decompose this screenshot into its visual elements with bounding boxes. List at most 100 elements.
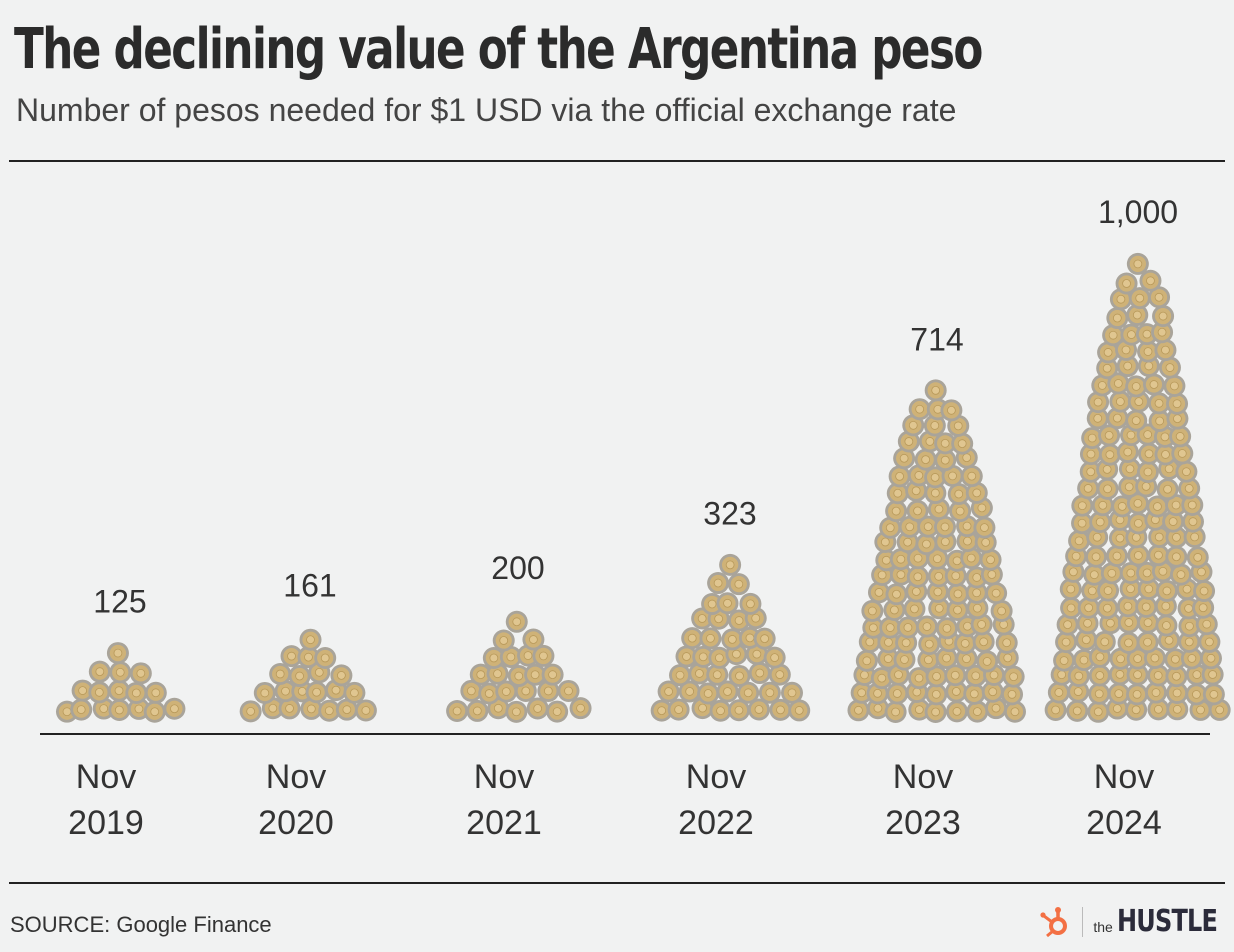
coin (889, 548, 912, 571)
coin (678, 680, 701, 703)
coin (239, 700, 262, 723)
coin (1136, 631, 1159, 654)
coin (1151, 560, 1174, 583)
hubspot-sprocket-icon (1040, 906, 1068, 937)
coin (1126, 252, 1149, 275)
coin (1085, 545, 1108, 568)
coin (305, 681, 328, 704)
coin (727, 699, 750, 722)
coin (129, 662, 152, 685)
coin (990, 599, 1013, 622)
coin (697, 682, 720, 705)
coin (716, 592, 739, 615)
coin (918, 633, 941, 656)
coin (973, 516, 996, 539)
value-label: 323 (703, 495, 756, 531)
coin (522, 628, 545, 651)
coin (976, 650, 999, 673)
coin (879, 616, 902, 639)
category-label-month: Nov (1094, 758, 1154, 796)
coin (1198, 630, 1221, 653)
coin (1109, 390, 1132, 413)
value-label: 161 (283, 567, 336, 603)
coin (546, 700, 569, 723)
category-label-year: 2023 (885, 804, 961, 842)
coin (862, 616, 885, 639)
coin (1098, 424, 1121, 447)
coin (699, 627, 722, 650)
coin (1075, 628, 1098, 651)
coin (495, 680, 518, 703)
coin-pile-3 (446, 610, 592, 723)
coin (728, 609, 751, 632)
coin (944, 664, 967, 687)
coin (1083, 563, 1106, 586)
coin (526, 697, 549, 720)
coin (1127, 544, 1150, 567)
coin (1154, 339, 1177, 362)
coin (934, 449, 957, 472)
coin (1185, 683, 1208, 706)
coin (1086, 407, 1109, 430)
coin (1154, 443, 1177, 466)
coin (1093, 630, 1116, 653)
coin (1193, 580, 1216, 603)
coin (885, 500, 908, 523)
coin (253, 681, 276, 704)
coin (1097, 341, 1120, 364)
coin (995, 631, 1018, 654)
coin (1125, 375, 1148, 398)
coin (1169, 425, 1192, 448)
brand-name: HUSTLE (1116, 904, 1218, 939)
coin (1148, 409, 1171, 432)
coin (985, 697, 1008, 720)
coin (788, 699, 811, 722)
coin (343, 681, 366, 704)
coin (1126, 304, 1149, 327)
category-label-year: 2021 (466, 804, 542, 842)
value-label: 200 (491, 550, 544, 586)
coin (1107, 682, 1130, 705)
coin (1044, 698, 1067, 721)
coin (917, 648, 940, 671)
coin (927, 565, 950, 588)
coin (288, 665, 311, 688)
coin (1199, 647, 1222, 670)
coin (1106, 697, 1129, 720)
coin (1135, 595, 1158, 618)
coin (1165, 545, 1188, 568)
coin (335, 698, 358, 721)
coin (960, 465, 983, 488)
coin (739, 592, 762, 615)
top-divider (9, 160, 1225, 162)
coin (1128, 287, 1151, 310)
coin (1186, 546, 1209, 569)
coin (1180, 647, 1203, 670)
coin (1117, 611, 1140, 634)
coin (1098, 443, 1121, 466)
coin (1148, 392, 1171, 415)
coin (1156, 478, 1179, 501)
coin (888, 465, 911, 488)
chart-subtitle: Number of pesos needed for $1 USD via th… (16, 92, 957, 128)
coin (1079, 443, 1102, 466)
coin (877, 647, 900, 670)
coin (981, 680, 1004, 703)
coin (299, 628, 322, 651)
coin (1166, 392, 1189, 415)
coin (758, 681, 781, 704)
coin (1107, 372, 1130, 395)
coin (708, 646, 731, 669)
coin (1125, 409, 1148, 432)
coin (1119, 562, 1142, 585)
coin (1066, 699, 1089, 722)
coin (1178, 630, 1201, 653)
coin (896, 616, 919, 639)
coin (1178, 477, 1201, 500)
category-label-year: 2024 (1086, 804, 1162, 842)
coin (1137, 340, 1160, 363)
coin (1059, 578, 1082, 601)
coin (1146, 495, 1169, 518)
coin (269, 663, 292, 686)
coin (108, 699, 131, 722)
